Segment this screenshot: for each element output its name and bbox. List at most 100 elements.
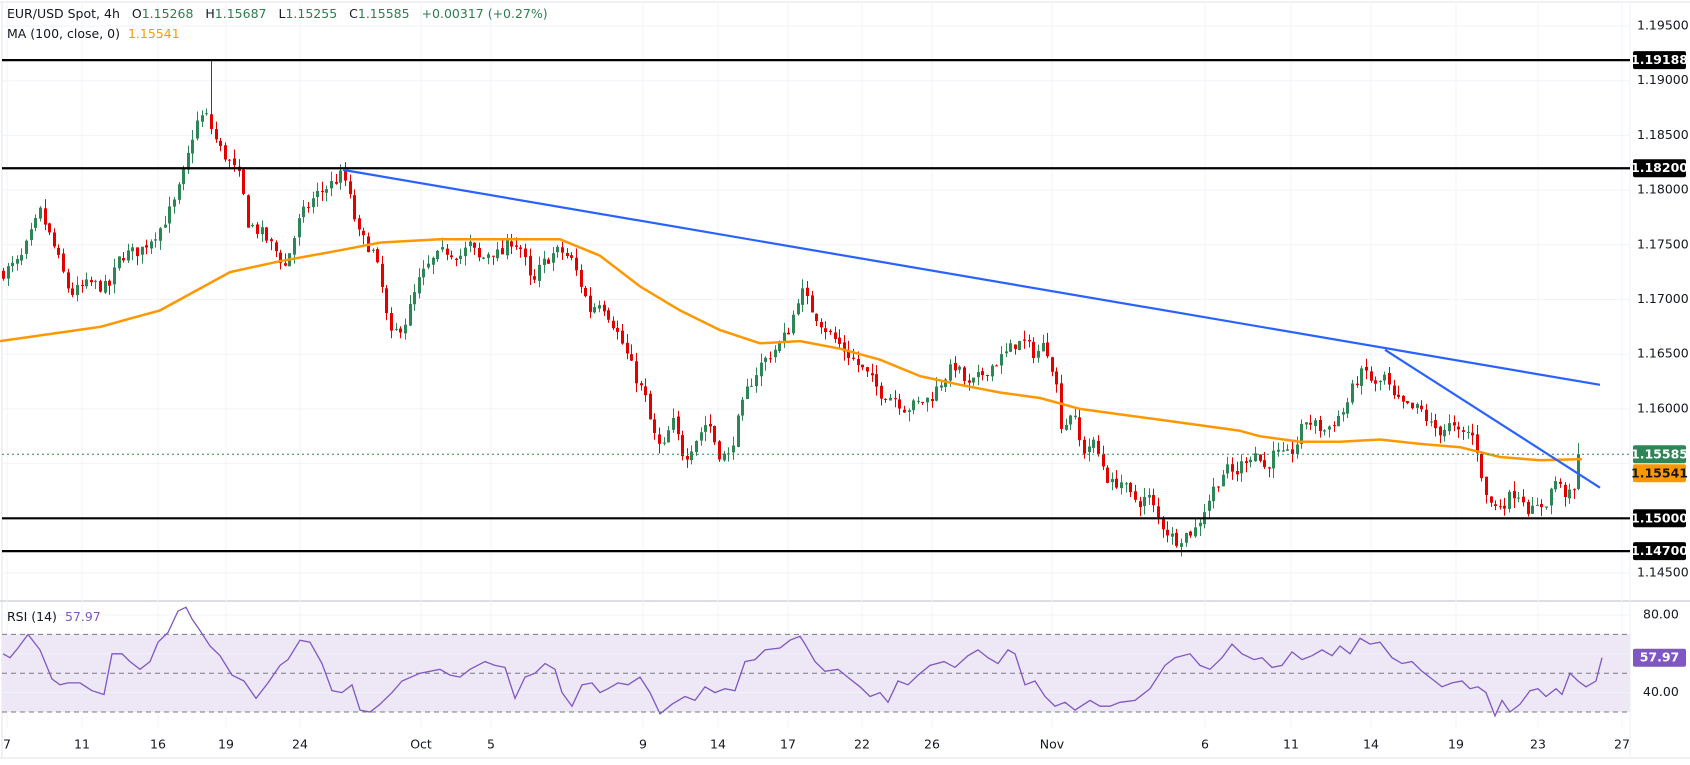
candle-body[interactable] bbox=[145, 245, 148, 248]
candle-body[interactable] bbox=[1134, 491, 1137, 500]
candle-body[interactable] bbox=[1009, 343, 1012, 352]
trendline[interactable] bbox=[1384, 348, 1601, 489]
candle-body[interactable] bbox=[783, 332, 786, 343]
candle-body[interactable] bbox=[1577, 454, 1580, 489]
candle-body[interactable] bbox=[459, 255, 462, 260]
candle-body[interactable] bbox=[1545, 506, 1548, 508]
candle-body[interactable] bbox=[122, 258, 125, 261]
candle-body[interactable] bbox=[7, 266, 10, 279]
candle-body[interactable] bbox=[940, 385, 943, 388]
candle-body[interactable] bbox=[778, 342, 781, 352]
level-badge[interactable] bbox=[1633, 509, 1686, 528]
candle-body[interactable] bbox=[769, 358, 772, 360]
candle-body[interactable] bbox=[48, 223, 51, 233]
candle-body[interactable] bbox=[1208, 500, 1211, 511]
candle-body[interactable] bbox=[1194, 527, 1197, 537]
last-price-badge[interactable] bbox=[1633, 445, 1686, 464]
candle-body[interactable] bbox=[71, 288, 74, 295]
candle-body[interactable] bbox=[1314, 420, 1317, 426]
ma-legend[interactable]: MA (100, close, 0) 1.15541 bbox=[7, 26, 188, 41]
candle-body[interactable] bbox=[1323, 430, 1326, 432]
candle-body[interactable] bbox=[1573, 489, 1576, 491]
candle-body[interactable] bbox=[1328, 426, 1331, 430]
candle-body[interactable] bbox=[1531, 505, 1534, 514]
candle-body[interactable] bbox=[1074, 415, 1077, 418]
candle-body[interactable] bbox=[1342, 412, 1345, 415]
candle-body[interactable] bbox=[1564, 484, 1567, 498]
candle-body[interactable] bbox=[1443, 429, 1446, 437]
candle-body[interactable] bbox=[450, 255, 453, 258]
candle-body[interactable] bbox=[293, 238, 296, 255]
candle-body[interactable] bbox=[616, 327, 619, 332]
candle-body[interactable] bbox=[1333, 425, 1336, 427]
candle-body[interactable] bbox=[233, 158, 236, 166]
candle-body[interactable] bbox=[16, 259, 19, 264]
candle-body[interactable] bbox=[547, 259, 550, 264]
candle-body[interactable] bbox=[196, 120, 199, 139]
candle-body[interactable] bbox=[2, 270, 5, 279]
candle-body[interactable] bbox=[857, 359, 860, 366]
candle-body[interactable] bbox=[1212, 486, 1215, 502]
candle-body[interactable] bbox=[381, 263, 384, 288]
candle-body[interactable] bbox=[640, 383, 643, 386]
candle-body[interactable] bbox=[1402, 395, 1405, 402]
candle-body[interactable] bbox=[1360, 368, 1363, 386]
candle-body[interactable] bbox=[884, 398, 887, 400]
candle-body[interactable] bbox=[62, 253, 65, 272]
candle-body[interactable] bbox=[797, 303, 800, 315]
candle-body[interactable] bbox=[912, 400, 915, 411]
candle-body[interactable] bbox=[11, 262, 14, 267]
candle-body[interactable] bbox=[580, 269, 583, 287]
candle-body[interactable] bbox=[556, 246, 559, 253]
candle-body[interactable] bbox=[875, 374, 878, 387]
candle-body[interactable] bbox=[113, 267, 116, 285]
candle-body[interactable] bbox=[325, 189, 328, 193]
candle-body[interactable] bbox=[746, 386, 749, 400]
candle-body[interactable] bbox=[1448, 423, 1451, 432]
candle-body[interactable] bbox=[811, 295, 814, 313]
candle-body[interactable] bbox=[104, 281, 107, 293]
candle-body[interactable] bbox=[931, 399, 934, 402]
candle-body[interactable] bbox=[1300, 423, 1303, 444]
candle-body[interactable] bbox=[242, 169, 245, 194]
candle-body[interactable] bbox=[441, 247, 444, 250]
candle-body[interactable] bbox=[44, 208, 47, 225]
candle-body[interactable] bbox=[612, 320, 615, 329]
candle-body[interactable] bbox=[1272, 450, 1275, 469]
candle-body[interactable] bbox=[25, 240, 28, 254]
candle-body[interactable] bbox=[1277, 449, 1280, 452]
candle-body[interactable] bbox=[1480, 454, 1483, 479]
candle-body[interactable] bbox=[53, 232, 56, 247]
rsi-legend[interactable]: RSI (14) 57.97 bbox=[7, 609, 109, 624]
candle-body[interactable] bbox=[681, 435, 684, 457]
candle-body[interactable] bbox=[473, 242, 476, 248]
candle-body[interactable] bbox=[972, 377, 975, 383]
candle-body[interactable] bbox=[963, 367, 966, 381]
candle-body[interactable] bbox=[168, 206, 171, 224]
candle-body[interactable] bbox=[1471, 432, 1474, 436]
candle-body[interactable] bbox=[1467, 431, 1470, 433]
level-badge[interactable] bbox=[1633, 51, 1686, 70]
candle-body[interactable] bbox=[302, 206, 305, 218]
candle-body[interactable] bbox=[575, 257, 578, 271]
candle-body[interactable] bbox=[760, 362, 763, 377]
candle-body[interactable] bbox=[750, 385, 753, 387]
candle-body[interactable] bbox=[1120, 482, 1123, 489]
candle-body[interactable] bbox=[228, 159, 231, 161]
candle-body[interactable] bbox=[1416, 404, 1419, 409]
candle-body[interactable] bbox=[205, 113, 208, 115]
candle-body[interactable] bbox=[663, 442, 666, 444]
candle-body[interactable] bbox=[991, 365, 994, 377]
candle-body[interactable] bbox=[469, 241, 472, 247]
candle-body[interactable] bbox=[436, 250, 439, 260]
candle-body[interactable] bbox=[1005, 351, 1008, 354]
candle-body[interactable] bbox=[1051, 357, 1054, 372]
candle-body[interactable] bbox=[732, 445, 735, 453]
candle-body[interactable] bbox=[1175, 532, 1178, 546]
candle-body[interactable] bbox=[603, 304, 606, 312]
candle-body[interactable] bbox=[644, 386, 647, 396]
candle-body[interactable] bbox=[1430, 421, 1433, 423]
candle-body[interactable] bbox=[1014, 344, 1017, 349]
candle-body[interactable] bbox=[649, 393, 652, 420]
candle-body[interactable] bbox=[935, 386, 938, 401]
